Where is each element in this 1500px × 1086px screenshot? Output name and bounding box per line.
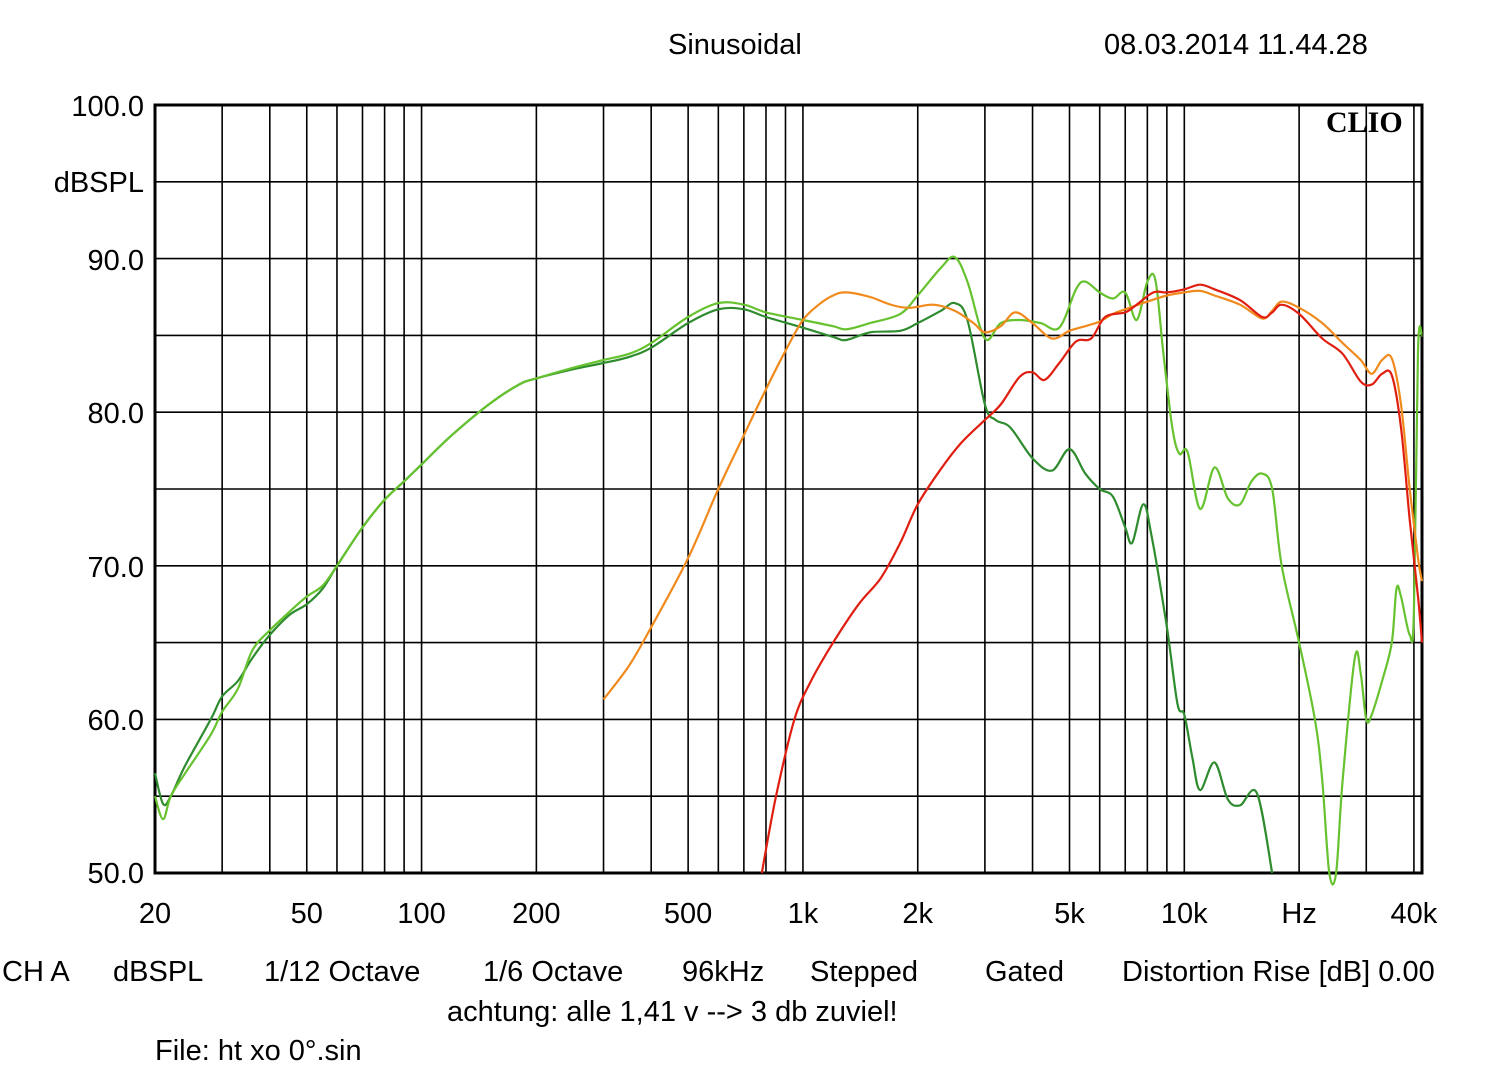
footer-sample-rate: 96kHz (682, 956, 765, 988)
x-tick-label: 200 (512, 898, 561, 930)
series-line-3 (602, 289, 1424, 701)
footer-resolution: 1/6 Octave (483, 956, 624, 988)
y-tick-label: 60.0 (87, 705, 144, 737)
footer-smoothing: 1/12 Octave (264, 956, 421, 988)
y-tick-label: 100.0 (71, 91, 144, 123)
x-tick-label: 50 (290, 898, 323, 930)
series-line-1 (153, 301, 1274, 874)
clio-logo: CLIO (1326, 106, 1403, 139)
measurement-mode: Sinusoidal (668, 29, 802, 61)
chart-curves (153, 255, 1424, 886)
series-line-4 (760, 283, 1424, 874)
footer-channel: CH A (2, 956, 70, 988)
series-line-2 (153, 255, 1424, 886)
x-tick-label: 500 (663, 898, 713, 930)
x-tick-label: 10k (1160, 898, 1208, 930)
y-tick-label: 70.0 (87, 552, 144, 584)
x-tick-label: 100 (397, 898, 446, 930)
footer-distortion: Distortion Rise [dB] 0.00 (1122, 956, 1435, 988)
footer-sweep: Stepped (810, 956, 919, 988)
x-tick-label: 40k (1390, 898, 1438, 930)
y-tick-label: 50.0 (87, 858, 144, 890)
x-tick-label: 2k (902, 898, 934, 930)
plot-frame (153, 103, 1424, 875)
chart-grid (155, 105, 1422, 873)
footer-unit: dBSPL (113, 956, 204, 988)
x-axis-unit: Hz (1281, 898, 1317, 930)
y-axis-unit: dBSPL (53, 167, 144, 199)
y-tick-label: 90.0 (87, 245, 144, 277)
x-tick-label: 1k (787, 898, 819, 930)
y-tick-label: 80.0 (87, 398, 144, 430)
timestamp: 08.03.2014 11.44.28 (1104, 29, 1368, 61)
x-tick-label: 5k (1054, 898, 1085, 930)
x-tick-label: 20 (138, 898, 172, 930)
footer-file: File: ht xo 0°.sin (155, 1035, 362, 1067)
footer-note: achtung: alle 1,41 v --> 3 db zuviel! (447, 996, 898, 1028)
footer-window: Gated (985, 956, 1064, 988)
